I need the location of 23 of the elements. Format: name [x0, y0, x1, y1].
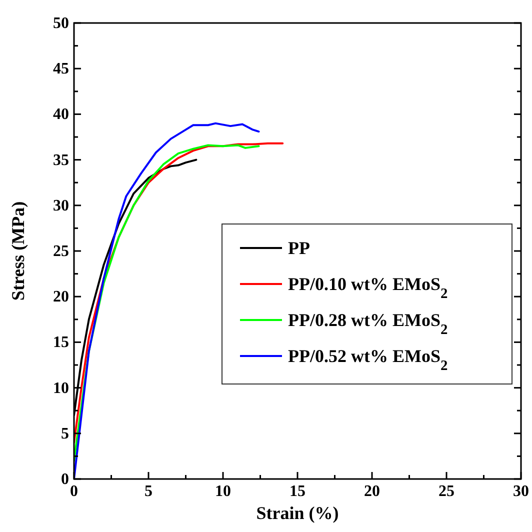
x-tick-label: 10: [215, 483, 231, 500]
x-tick-label: 30: [513, 483, 529, 500]
y-tick-label: 10: [53, 380, 69, 397]
y-tick-label: 30: [53, 197, 69, 214]
legend-label: PP/0.28 wt% EMoS$_{2}$: [288, 310, 448, 338]
x-tick-label: 5: [144, 483, 152, 500]
y-axis-title: Stress (MPa): [8, 201, 28, 301]
x-tick-label: 20: [364, 483, 380, 500]
y-tick-label: 50: [53, 15, 69, 32]
legend-label: PP: [288, 238, 310, 258]
x-axis-title: Strain (%): [256, 503, 339, 523]
legend-label: PP/0.52 wt% EMoS$_{2}$: [288, 346, 448, 374]
y-tick-label: 25: [53, 243, 69, 260]
x-tick-label: 15: [290, 483, 306, 500]
y-tick-label: 20: [53, 288, 69, 306]
y-tick-label: 15: [53, 334, 69, 352]
y-tick-label: 0: [61, 471, 69, 488]
y-tick-label: 40: [53, 106, 69, 124]
y-tick-label: 35: [53, 152, 69, 169]
y-tick-label: 5: [61, 425, 69, 442]
legend-label: PP/0.10 wt% EMoS$_{2}$: [288, 274, 448, 302]
y-tick-label: 45: [53, 60, 69, 78]
x-tick-label: 25: [438, 483, 454, 500]
